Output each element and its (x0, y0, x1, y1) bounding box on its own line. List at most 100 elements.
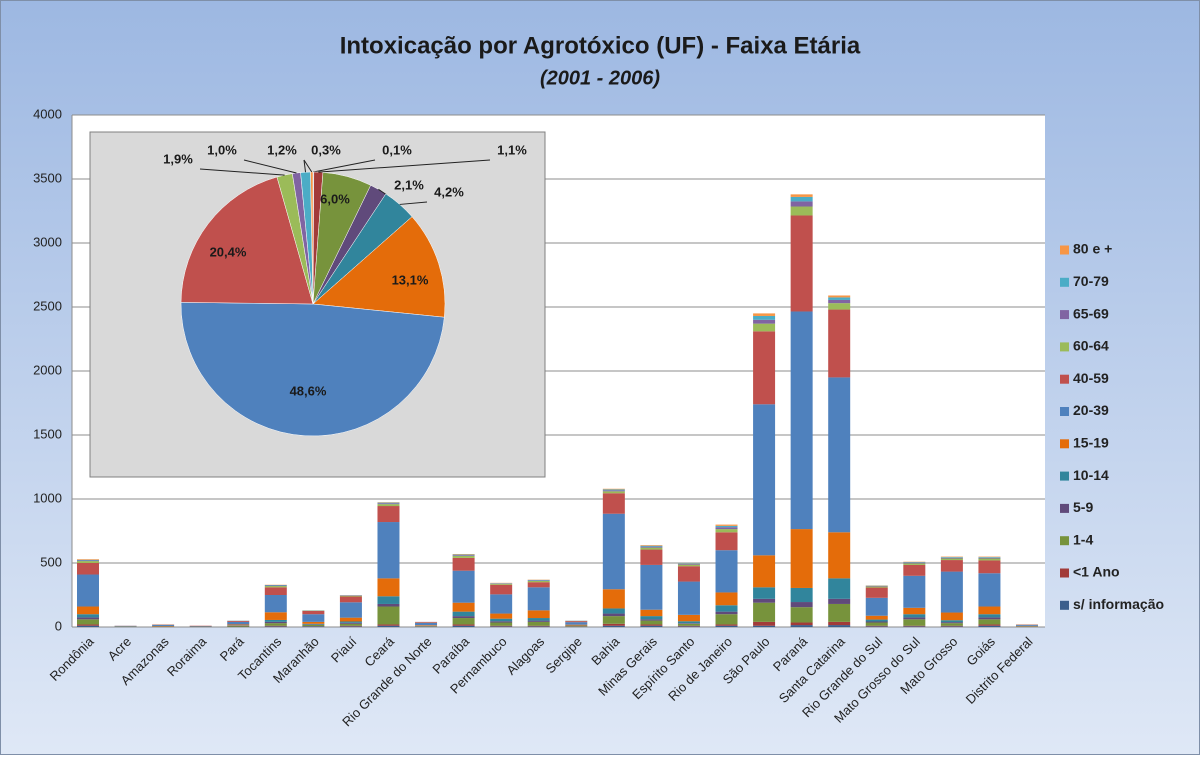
bar-segment (77, 559, 99, 560)
bar-segment (340, 618, 362, 622)
legend-label: 40-59 (1073, 370, 1109, 386)
bar-segment (716, 532, 738, 550)
bar-segment (678, 582, 700, 615)
bar-segment (265, 586, 287, 587)
bar-segment (678, 626, 700, 627)
bar-segment (866, 586, 888, 587)
chart-title: Intoxicação por Agrotóxico (UF) - Faixa … (340, 32, 861, 59)
bar-segment (265, 622, 287, 623)
bar-segment (941, 572, 963, 613)
bar-segment (453, 571, 475, 603)
bar-segment (640, 545, 662, 546)
bar-segment (753, 603, 775, 622)
bar-segment (415, 622, 437, 623)
legend-label: s/ informação (1073, 596, 1164, 612)
bar-segment (528, 581, 550, 582)
bar-segment (77, 617, 99, 619)
bar-segment (941, 626, 963, 627)
bar-segment (340, 624, 362, 626)
bar-segment (227, 624, 249, 625)
bar-segment (302, 611, 324, 614)
bar-segment (791, 201, 813, 206)
bar-segment (453, 555, 475, 556)
bar-segment (828, 599, 850, 604)
legend-label: 80 e + (1073, 241, 1112, 257)
bar-segment (941, 613, 963, 621)
bar-segment (490, 623, 512, 626)
bar-segment (678, 621, 700, 623)
legend-label: 10-14 (1073, 467, 1109, 483)
y-tick-label: 3000 (33, 234, 62, 249)
bar-segment (528, 580, 550, 581)
y-tick-label: 2000 (33, 362, 62, 377)
bar-segment (828, 300, 850, 303)
bar-segment (453, 618, 475, 624)
pie-label: 1,9% (163, 151, 193, 166)
legend-swatch (1060, 407, 1069, 416)
bar-segment (753, 404, 775, 555)
bar-segment (978, 558, 1000, 559)
y-tick-label: 500 (40, 554, 62, 569)
bar-segment (603, 490, 625, 491)
bar-segment (903, 619, 925, 625)
bar-segment (791, 625, 813, 627)
bar-segment (415, 625, 437, 626)
bar-segment (791, 602, 813, 607)
bar-segment (377, 503, 399, 504)
bar-segment (603, 589, 625, 608)
bar-segment (302, 622, 324, 624)
bar-segment (791, 207, 813, 216)
bar-segment (603, 614, 625, 617)
bar-segment (603, 491, 625, 493)
bar-segment (978, 560, 1000, 573)
bar-segment (716, 614, 738, 624)
legend-label: <1 Ano (1073, 564, 1120, 580)
legend-swatch (1060, 472, 1069, 481)
bar-segment (340, 623, 362, 624)
bar-segment (490, 614, 512, 619)
bar-segment (903, 563, 925, 565)
bar-segment (640, 616, 662, 619)
legend-swatch (1060, 278, 1069, 287)
bar-segment (941, 558, 963, 559)
bar-segment (866, 598, 888, 616)
bar-segment (941, 559, 963, 561)
bar-segment (490, 626, 512, 627)
bar-segment (565, 625, 587, 626)
bar-segment (941, 622, 963, 623)
bar-segment (716, 529, 738, 532)
bar-segment (603, 493, 625, 513)
bar-segment (453, 556, 475, 558)
bar-segment (603, 626, 625, 627)
bar-segment (453, 554, 475, 555)
bar-segment (978, 559, 1000, 561)
bar-segment (302, 624, 324, 625)
bar-segment (603, 514, 625, 590)
bar-segment (77, 575, 99, 607)
bar-segment (941, 557, 963, 558)
legend-swatch (1060, 246, 1069, 255)
bar-segment (866, 623, 888, 626)
bar-segment (453, 624, 475, 625)
bar-segment (716, 550, 738, 592)
bar-segment (265, 585, 287, 586)
legend-label: 65-69 (1073, 305, 1109, 321)
pie-label: 2,1% (394, 177, 424, 192)
pie-label: 1,1% (497, 142, 527, 157)
bar-segment (828, 625, 850, 627)
bar-segment (77, 560, 99, 561)
bar-segment (716, 526, 738, 527)
bar-segment (190, 626, 212, 627)
bar-segment (453, 626, 475, 627)
bar-segment (678, 615, 700, 621)
y-tick-label: 1000 (33, 490, 62, 505)
bar-segment (377, 626, 399, 627)
bar-segment (340, 621, 362, 622)
bar-segment (640, 621, 662, 625)
bar-segment (716, 612, 738, 615)
bar-segment (978, 614, 1000, 617)
bar-segment (528, 626, 550, 627)
bar-segment (302, 614, 324, 622)
bar-segment (603, 608, 625, 613)
bar-segment (77, 624, 99, 625)
